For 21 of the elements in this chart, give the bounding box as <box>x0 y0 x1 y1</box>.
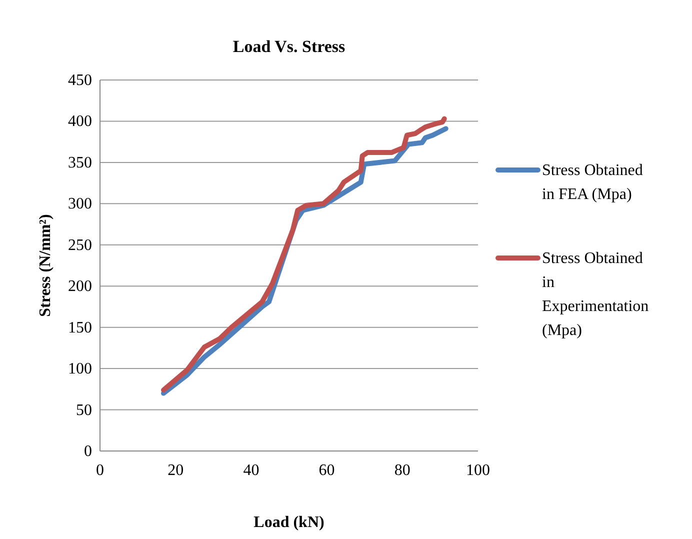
y-tick-label: 100 <box>68 360 92 378</box>
y-tick-label: 50 <box>76 402 92 419</box>
x-tick-label: 100 <box>466 462 490 479</box>
y-tick-label: 0 <box>84 443 92 460</box>
legend-label: Stress Obtained in Experimentation (Mpa) <box>542 250 649 339</box>
y-tick-label: 150 <box>68 319 92 336</box>
legend-label: Stress Obtained in FEA (Mpa) <box>542 162 643 203</box>
y-tick-label: 450 <box>68 72 92 89</box>
x-tick-label: 80 <box>394 462 410 479</box>
x-tick-label: 0 <box>96 462 104 479</box>
chart-title: Load Vs. Stress <box>232 37 346 56</box>
y-tick-label: 350 <box>68 154 92 172</box>
y-axis-title: Stress (N/mm²) <box>37 214 54 317</box>
y-tick-label: 300 <box>68 196 92 213</box>
x-tick-label: 20 <box>168 462 184 479</box>
x-axis-title: Load (kN) <box>254 514 324 531</box>
y-tick-label: 250 <box>68 236 92 254</box>
x-tick-label: 60 <box>318 462 335 479</box>
x-tick-label: 40 <box>243 462 260 479</box>
y-tick-label: 200 <box>68 278 92 296</box>
y-tick-label: 400 <box>68 113 92 130</box>
